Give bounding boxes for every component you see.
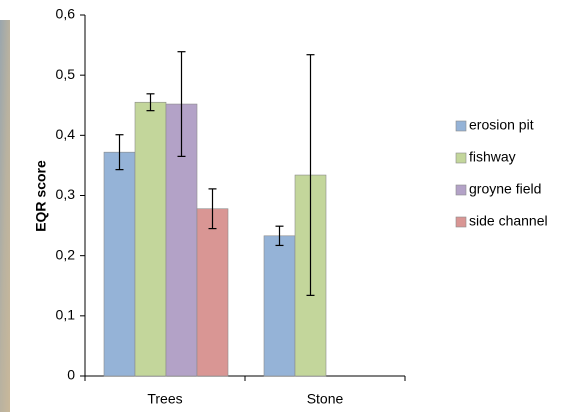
bar bbox=[196, 208, 229, 377]
y-tick-label: 0,1 bbox=[56, 307, 76, 323]
legend-swatch bbox=[455, 216, 467, 228]
error-bar bbox=[177, 51, 186, 157]
y-tick-label: 0,2 bbox=[56, 246, 76, 262]
x-tick-label: Stone bbox=[307, 391, 344, 407]
legend-swatch bbox=[455, 184, 467, 196]
legend-swatch bbox=[455, 120, 467, 132]
error-bar bbox=[146, 93, 155, 112]
bar bbox=[134, 101, 167, 377]
y-axis-label: EQR score bbox=[33, 160, 49, 232]
error-bar bbox=[208, 188, 217, 230]
y-tick-label: 0,4 bbox=[56, 126, 76, 142]
legend-label: groyne field bbox=[469, 181, 541, 197]
legend-label: erosion pit bbox=[469, 117, 534, 133]
x-tick-label: Trees bbox=[147, 391, 182, 407]
y-tick-label: 0,3 bbox=[56, 186, 76, 202]
legend-swatch bbox=[455, 152, 467, 164]
bar bbox=[103, 151, 136, 377]
y-tick-label: 0 bbox=[67, 367, 75, 383]
bar bbox=[263, 235, 296, 377]
legend-label: side channel bbox=[469, 213, 548, 229]
photo-edge bbox=[0, 20, 10, 412]
legend-label: fishway bbox=[469, 149, 516, 165]
y-tick-label: 0,5 bbox=[56, 66, 76, 82]
y-tick-label: 0,6 bbox=[56, 6, 76, 22]
error-bar bbox=[115, 134, 124, 171]
error-bar bbox=[306, 54, 315, 296]
error-bar bbox=[275, 225, 284, 247]
